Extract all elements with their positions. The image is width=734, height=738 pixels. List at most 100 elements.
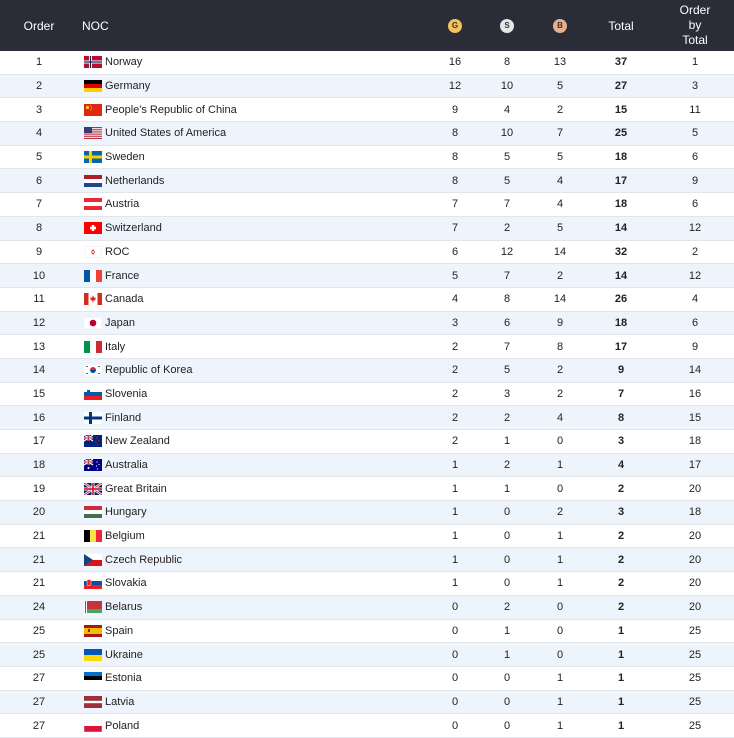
gold-count: 0: [451, 601, 459, 614]
table-row[interactable]: 17 New Zealand 2 1 0 3 18: [0, 430, 734, 454]
table-row[interactable]: 27 Estonia 0 0 1 1 25: [0, 667, 734, 691]
column-header-silver[interactable]: S: [497, 0, 517, 51]
noc-name-link[interactable]: Great Britain: [105, 482, 167, 495]
noc-name-link[interactable]: Hungary: [105, 506, 147, 519]
table-row[interactable]: 2 Germany 12 10 5 27 3: [0, 74, 734, 99]
table-row[interactable]: 21 Czech Republic 1 0 1 2 20: [0, 548, 734, 573]
table-row[interactable]: 24 Belarus 0 2 0 2 20: [0, 595, 734, 620]
noc-name-link[interactable]: Ukraine: [105, 648, 143, 661]
gold-count: 1: [451, 482, 459, 495]
bronze-count: 2: [556, 269, 564, 282]
silver-count: 0: [503, 672, 511, 685]
canada-flag-icon: [84, 288, 102, 311]
noc-name-link[interactable]: Sweden: [105, 151, 145, 164]
noc-name-link[interactable]: New Zealand: [105, 435, 170, 448]
estonia-flag-icon: [84, 667, 102, 690]
gold-count: 0: [451, 719, 459, 732]
noc-name-link[interactable]: Estonia: [105, 672, 142, 685]
table-row[interactable]: 25 Ukraine 0 1 0 1 25: [0, 643, 734, 667]
gold-count: 7: [451, 222, 459, 235]
table-row[interactable]: 7 Austria 7 7 4 18 6: [0, 193, 734, 217]
table-row[interactable]: 8 Switzerland 7 2 5 14 12: [0, 216, 734, 241]
bronze-count: 0: [556, 435, 564, 448]
noc-name-link[interactable]: Slovenia: [105, 387, 148, 400]
bronze-count: 7: [556, 127, 564, 140]
table-row[interactable]: 14 Republic of Korea 2 5 2 9 14: [0, 358, 734, 383]
order-cell: 21: [32, 577, 46, 590]
silver-count: 0: [503, 506, 511, 519]
bronze-count: 5: [556, 222, 564, 235]
table-row[interactable]: 19 Great Britain 1 1 0 2 20: [0, 477, 734, 502]
order-by-total-cell: 1: [691, 56, 699, 69]
order-by-total-cell: 20: [688, 482, 702, 495]
column-header-noc[interactable]: NOC: [82, 18, 109, 33]
order-cell: 21: [32, 530, 46, 543]
noc-name-link[interactable]: Japan: [105, 316, 135, 329]
table-row[interactable]: 11 Canada 4 8 14 26 4: [0, 288, 734, 312]
table-row[interactable]: 13 Italy 2 7 8 17 9: [0, 335, 734, 359]
table-row[interactable]: 15 Slovenia 2 3 2 7 16: [0, 383, 734, 407]
noc-name-link[interactable]: People's Republic of China: [105, 103, 237, 116]
bronze-count: 9: [556, 316, 564, 329]
order-cell: 3: [35, 103, 43, 116]
table-row[interactable]: 10 France 5 7 2 14 12: [0, 264, 734, 288]
noc-name-link[interactable]: Italy: [105, 340, 126, 353]
noc-name-link[interactable]: Latvia: [105, 695, 135, 708]
noc-name-link[interactable]: Spain: [105, 624, 134, 637]
order-by-total-cell: 12: [688, 269, 702, 282]
table-row[interactable]: 27 Latvia 0 0 1 1 25: [0, 690, 734, 715]
table-row[interactable]: 18 Australia 1 2 1 4 17: [0, 453, 734, 478]
column-header-total[interactable]: Total: [608, 18, 634, 33]
table-row[interactable]: 25 Spain 0 1 0 1 25: [0, 620, 734, 644]
noc-name-link[interactable]: Netherlands: [105, 174, 165, 187]
order-by-total-cell: 20: [688, 577, 702, 590]
noc-name-link[interactable]: Poland: [105, 719, 140, 732]
table-row[interactable]: 6 Netherlands 8 5 4 17 9: [0, 169, 734, 194]
noc-name-link[interactable]: United States of America: [105, 127, 227, 140]
table-row[interactable]: 4 United States of America 8 10 7 25 5: [0, 122, 734, 146]
column-header-bronze[interactable]: B: [550, 0, 570, 51]
germany-flag-icon: [84, 75, 102, 98]
noc-name-link[interactable]: Australia: [105, 459, 148, 472]
noc-name-link[interactable]: Slovakia: [105, 577, 147, 590]
total-count: 18: [614, 198, 628, 211]
table-row[interactable]: 12 Japan 3 6 9 18 6: [0, 311, 734, 336]
gold-count: 2: [451, 364, 459, 377]
bronze-count: 1: [556, 577, 564, 590]
bronze-count: 1: [556, 530, 564, 543]
table-row[interactable]: 27 Poland 0 0 1 1 25: [0, 714, 734, 738]
table-row[interactable]: 21 Slovakia 1 0 1 2 20: [0, 572, 734, 596]
bronze-count: 5: [556, 151, 564, 164]
total-count: 2: [617, 601, 625, 614]
gold-count: 4: [451, 293, 459, 306]
order-by-total-cell: 18: [688, 506, 702, 519]
ukraine-flag-icon: [84, 643, 102, 666]
table-row[interactable]: 5 Sweden 8 5 5 18 6: [0, 146, 734, 170]
table-row[interactable]: 20 Hungary 1 0 2 3 18: [0, 501, 734, 525]
column-header-order[interactable]: Order: [23, 18, 55, 33]
gold-count: 1: [451, 459, 459, 472]
silver-count: 2: [503, 411, 511, 424]
noc-name-link[interactable]: France: [105, 269, 140, 282]
noc-name-link[interactable]: Czech Republic: [105, 553, 183, 566]
table-row[interactable]: 21 Belgium 1 0 1 2 20: [0, 525, 734, 549]
noc-name-link[interactable]: Republic of Korea: [105, 364, 193, 377]
column-header-order-by-total[interactable]: Order by Total: [670, 0, 720, 51]
noc-name-link[interactable]: ROC: [105, 245, 130, 258]
table-row[interactable]: 9 ROC 6 12 14 32 2: [0, 241, 734, 265]
noc-name-link[interactable]: Canada: [105, 293, 144, 306]
silver-count: 2: [503, 601, 511, 614]
table-row[interactable]: 3 People's Republic of China 9 4 2 15 11: [0, 98, 734, 123]
column-header-gold[interactable]: G: [445, 0, 465, 51]
noc-name-link[interactable]: Finland: [105, 411, 142, 424]
noc-name-link[interactable]: Germany: [105, 80, 151, 93]
noc-name-link[interactable]: Switzerland: [105, 222, 162, 235]
noc-name-link[interactable]: Austria: [105, 198, 140, 211]
noc-name-link[interactable]: Norway: [105, 56, 143, 69]
total-count: 3: [617, 506, 625, 519]
noc-name-link[interactable]: Belgium: [105, 530, 145, 543]
table-row[interactable]: 1 Norway 16 8 13 37 1: [0, 51, 734, 75]
china-flag-icon: [84, 98, 102, 121]
table-row[interactable]: 16 Finland 2 2 4 8 15: [0, 406, 734, 430]
noc-name-link[interactable]: Belarus: [105, 601, 143, 614]
